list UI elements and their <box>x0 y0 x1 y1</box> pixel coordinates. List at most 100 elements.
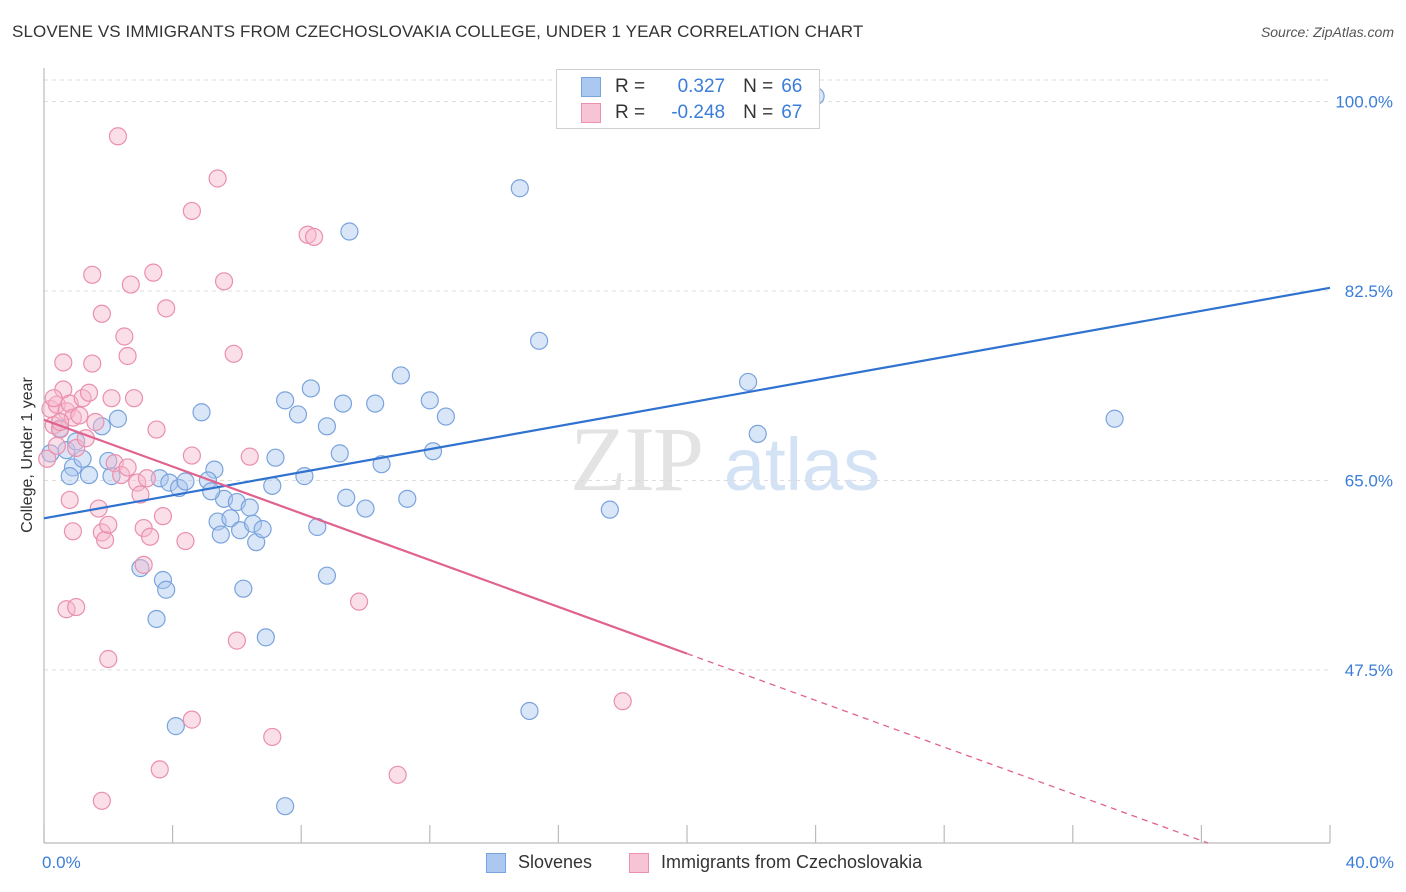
czechoslovakia-point <box>144 263 163 282</box>
axes <box>43 68 1331 844</box>
czechoslovakia-point <box>38 449 57 468</box>
czechoslovakia-point <box>157 299 176 318</box>
watermark-zip: ZIP <box>570 408 702 510</box>
y-tick-label: 47.5% <box>1345 661 1393 680</box>
czechoslovakia-point <box>208 169 227 188</box>
czechoslovakia-point <box>349 592 369 611</box>
czechoslovakia-point <box>95 530 115 550</box>
slovenes-point <box>153 570 173 590</box>
czechoslovakia-point <box>67 597 86 617</box>
czechoslovakia-point <box>224 344 243 363</box>
watermark-atlas: atlas <box>724 423 880 506</box>
y-tick-label: 100.0% <box>1335 93 1393 112</box>
czechoslovakia-point <box>147 420 166 439</box>
czechoslovakia-point <box>47 436 66 455</box>
x-tick-min: 0.0% <box>42 853 81 872</box>
slovenes-point <box>157 580 176 599</box>
legend-swatch-pink <box>581 103 601 123</box>
slovenes-point <box>276 391 295 410</box>
slovenes-point <box>372 455 391 474</box>
slovenes-point <box>131 559 150 578</box>
czechoslovakia-point <box>99 649 118 669</box>
slovenes-point <box>166 717 185 736</box>
czechoslovakia-point <box>60 490 79 510</box>
slovenes-point <box>366 394 385 413</box>
czechoslovakia-point <box>140 527 160 546</box>
slovenes-point <box>150 469 169 488</box>
slovenes-point <box>79 465 99 485</box>
slovenes-point <box>263 476 282 495</box>
slovenes-point <box>60 467 79 486</box>
czechoslovakia-point <box>128 473 147 492</box>
czechoslovakia-point <box>92 304 111 323</box>
slovenes-point <box>288 405 308 424</box>
czechoslovakia-point <box>70 406 89 425</box>
czechoslovakia-point <box>134 555 153 574</box>
legend-row-slovenes: R = 0.327 N = 66 <box>581 75 802 99</box>
czechoslovakia-point <box>118 458 137 477</box>
slovenes-point <box>192 403 211 422</box>
czechoslovakia-point <box>182 446 201 465</box>
czechoslovakia-point <box>54 353 73 372</box>
x-tick-max: 40.0% <box>1345 853 1394 872</box>
czechoslovakia-point <box>99 515 118 534</box>
slovenes-point <box>530 331 549 350</box>
czechoslovakia-point <box>102 389 121 408</box>
czechoslovakia-point <box>176 531 195 551</box>
slovenes-label: Slovenes <box>518 852 593 872</box>
y-tick-labels: 47.5% 65.0% 82.5% 100.0% <box>1335 93 1393 680</box>
czechoslovakia-trend-line <box>43 418 688 655</box>
czechoslovakia-point <box>263 727 282 747</box>
czechoslovakia-point <box>613 692 632 711</box>
legend-n-value: 67 <box>781 102 803 123</box>
series-legend: Slovenes Immigrants from Czechoslovakia <box>0 852 1406 878</box>
slovenes-point <box>317 566 337 585</box>
czechoslovakia-point <box>44 389 63 408</box>
czechoslovakia-point <box>83 265 102 284</box>
slovenes-point <box>256 628 275 647</box>
czechoslovakia-point <box>182 201 201 221</box>
czechoslovakia-point <box>153 507 173 526</box>
czechoslovakia-point <box>92 791 111 810</box>
czechoslovakia-point <box>121 275 140 294</box>
slovenes-point <box>176 472 195 491</box>
slovenes-point <box>748 424 767 444</box>
czechoslovakia-point <box>150 760 169 779</box>
legend-swatch-blue <box>581 77 601 97</box>
slovenes-swatch <box>486 852 506 873</box>
czechoslovakia-point <box>214 272 234 291</box>
slovenes-point <box>253 520 272 539</box>
legend-n-label: N = <box>743 102 774 123</box>
slovenes-point <box>420 391 439 410</box>
slovenes-point <box>600 500 619 519</box>
slovenes-point <box>333 394 353 413</box>
slovenes-point <box>337 488 356 507</box>
y-tick-label: 65.0% <box>1345 471 1393 490</box>
slovenes-point <box>356 499 375 518</box>
legend-r-value: 0.327 <box>677 76 726 97</box>
slovenes-point <box>205 460 224 479</box>
slovenes-point <box>73 449 92 468</box>
czechoslovakia-point <box>79 383 99 402</box>
legend-r-label: R = <box>615 102 646 123</box>
slovenes-point <box>147 609 166 629</box>
slovenes-point <box>391 366 410 385</box>
czechoslovakia-point <box>131 485 150 504</box>
czechoslovakia-point <box>240 447 259 466</box>
czechoslovakia-trend-extension <box>686 652 1209 844</box>
slovenes-point <box>276 797 295 816</box>
czechoslovakia-point <box>86 412 105 432</box>
legend-r-label: R = <box>615 76 646 97</box>
czechoslovakia-point <box>388 765 407 784</box>
slovenes-point <box>266 448 285 467</box>
slovenes-point <box>330 444 349 463</box>
chart-title: SLOVENE VS IMMIGRANTS FROM CZECHOSLOVAKI… <box>12 22 864 41</box>
slovenes-point <box>160 473 179 492</box>
slovenes-point <box>202 482 221 501</box>
legend-n-label: N = <box>743 76 774 97</box>
czechoslovakia-point <box>227 631 246 650</box>
czechoslovakia-point <box>63 522 83 541</box>
trend-lines <box>43 286 1331 844</box>
slovenes-point <box>436 407 455 426</box>
slovenes-point <box>240 498 259 517</box>
